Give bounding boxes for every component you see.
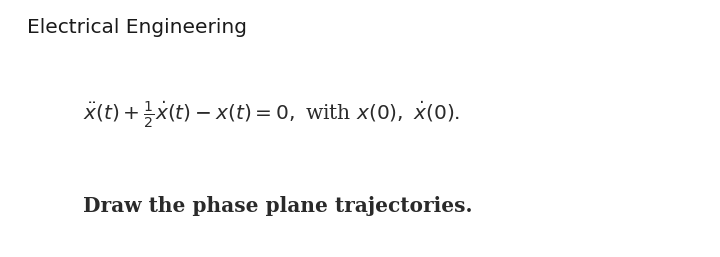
Text: $\ddot{x}(t)+\frac{1}{2}\dot{x}(t)-x(t)=0,$ with $x(0),\ \dot{x}(0).$: $\ddot{x}(t)+\frac{1}{2}\dot{x}(t)-x(t)=… <box>83 99 460 130</box>
Text: Electrical Engineering: Electrical Engineering <box>27 18 248 37</box>
Text: Draw the phase plane trajectories.: Draw the phase plane trajectories. <box>83 196 472 216</box>
